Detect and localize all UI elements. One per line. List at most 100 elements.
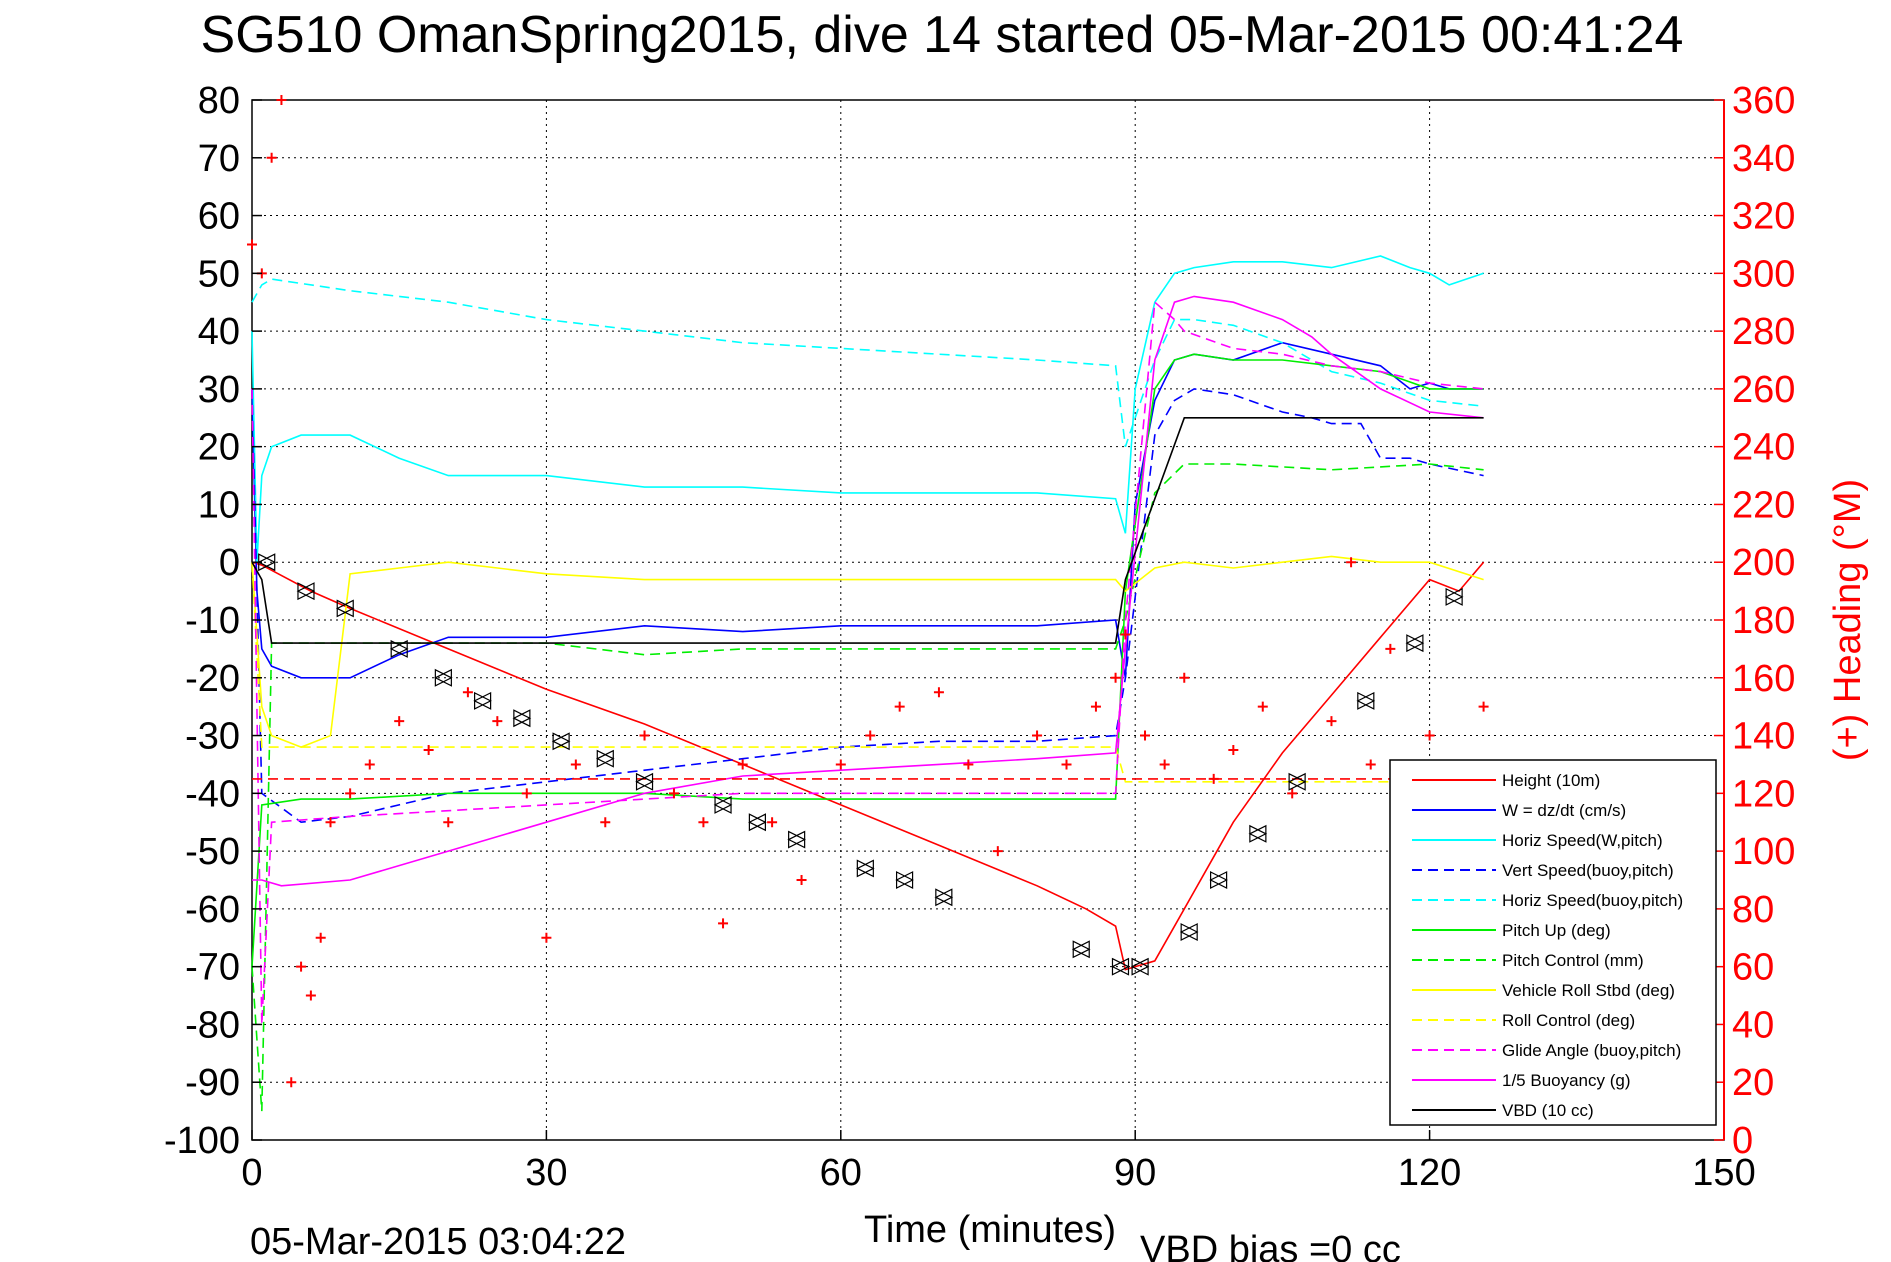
heading-point [345, 788, 356, 799]
y-right-tick-label: 60 [1732, 947, 1774, 989]
legend-label: Pitch Control (mm) [1502, 951, 1644, 970]
series-line-0 [251, 561, 1485, 971]
y-tick-label: 70 [198, 138, 240, 180]
y-right-tick-label: 40 [1732, 1004, 1774, 1046]
height-marker [787, 830, 806, 849]
heading-point [1120, 629, 1131, 640]
series-line-9 [251, 300, 1484, 1025]
heading-point [286, 1077, 297, 1088]
height-marker [335, 599, 355, 618]
y-tick-label: 0 [219, 542, 240, 584]
y-right-tick-label: 260 [1732, 369, 1795, 411]
heading-point [737, 759, 748, 770]
heading-point [394, 716, 405, 727]
y-tick-label: -60 [185, 889, 240, 931]
heading-point [1090, 701, 1101, 712]
heading-point [639, 730, 650, 741]
legend-label: Height (10m) [1502, 771, 1600, 790]
heading-point [325, 817, 336, 828]
heading-point [992, 846, 1003, 857]
heading-point [247, 239, 257, 250]
height-marker-layer [257, 553, 1464, 976]
legend-label: 1/5 Buoyancy (g) [1502, 1071, 1631, 1090]
height-marker [1209, 871, 1228, 889]
height-marker [748, 813, 767, 832]
y-right-tick-label: 240 [1732, 427, 1795, 469]
x-axis-label: Time (minutes) [864, 1209, 1116, 1251]
legend-label: W = dz/dt (cm/s) [1502, 801, 1626, 820]
heading-point [541, 932, 552, 943]
height-marker [635, 772, 654, 791]
heading-point [364, 759, 375, 770]
y-right-tick-label: 140 [1732, 716, 1795, 758]
legend-label: Glide Angle (buoy,pitch) [1502, 1041, 1681, 1060]
chart-title: SG510 OmanSpring2015, dive 14 started 05… [201, 6, 1684, 64]
legend-label: Vert Speed(buoy,pitch) [1502, 861, 1674, 880]
y-right-tick-label: 280 [1732, 311, 1795, 353]
heading-point [963, 759, 974, 770]
series-line-2 [251, 255, 1484, 563]
heading-point [1110, 672, 1121, 683]
height-marker [1111, 957, 1130, 976]
y-right-tick-label: 0 [1732, 1120, 1753, 1162]
y-right-tick-label: 20 [1732, 1062, 1774, 1104]
heading-point [1159, 759, 1170, 770]
legend-label: Pitch Up (deg) [1502, 921, 1611, 940]
heading-point [1385, 643, 1396, 654]
y-right-tick-label: 80 [1732, 889, 1774, 931]
height-marker [1130, 957, 1150, 976]
height-marker [855, 859, 875, 878]
series-line-7 [251, 555, 1484, 748]
heading-point [305, 990, 316, 1001]
heading-point [315, 932, 326, 943]
legend-label: Horiz Speed(buoy,pitch) [1502, 891, 1683, 910]
heading-point [443, 817, 454, 828]
y-tick-label: -20 [185, 658, 240, 700]
legend-label: VBD (10 cc) [1502, 1101, 1594, 1120]
heading-point [1365, 759, 1376, 770]
height-marker [473, 691, 492, 710]
heading-point [492, 716, 503, 727]
y-right-tick-label: 340 [1732, 138, 1795, 180]
height-marker [1071, 940, 1091, 959]
y-tick-label: -70 [185, 947, 240, 989]
y-tick-label: -30 [185, 716, 240, 758]
heading-point [933, 687, 944, 698]
heading-point [894, 701, 905, 712]
x-tick-label: 0 [241, 1152, 262, 1194]
y-tick-label: -50 [185, 831, 240, 873]
height-marker [895, 871, 914, 889]
heading-point [1140, 730, 1151, 741]
y-tick-label: 20 [198, 427, 240, 469]
series-line-8 [251, 562, 1484, 783]
x-tick-label: 150 [1692, 1152, 1755, 1194]
height-marker [434, 668, 453, 687]
legend-label: Roll Control (deg) [1502, 1011, 1635, 1030]
y-right-tick-label: 160 [1732, 658, 1795, 700]
height-marker [1248, 824, 1268, 843]
heading-point [767, 817, 778, 828]
heading-point [1287, 788, 1298, 799]
height-marker [389, 639, 409, 658]
y-tick-label: -80 [185, 1004, 240, 1046]
y-tick-label: 80 [198, 80, 240, 122]
series-line-1 [251, 341, 1484, 679]
height-marker [1356, 691, 1376, 710]
y-tick-label: 30 [198, 369, 240, 411]
legend-box [1389, 759, 1717, 1126]
footer-timestamp: 05-Mar-2015 03:04:22 [250, 1221, 626, 1262]
heading-point [1257, 701, 1268, 712]
x-axis: 0 30 60 90 120 150 [241, 1130, 1756, 1194]
height-marker [1405, 634, 1425, 653]
heading-markers [247, 95, 1489, 1088]
heading-point [570, 759, 581, 770]
x-tick-label: 30 [525, 1152, 567, 1194]
y-right-tick-label: 360 [1732, 80, 1795, 122]
heading-point [1179, 672, 1190, 683]
heading-point [1424, 730, 1435, 741]
y-right-tick-label: 180 [1732, 600, 1795, 642]
x-tick-label: 90 [1114, 1152, 1156, 1194]
y-tick-label: 10 [198, 484, 240, 526]
y-right-tick-label: 300 [1732, 253, 1795, 295]
heading-point [1228, 745, 1239, 755]
